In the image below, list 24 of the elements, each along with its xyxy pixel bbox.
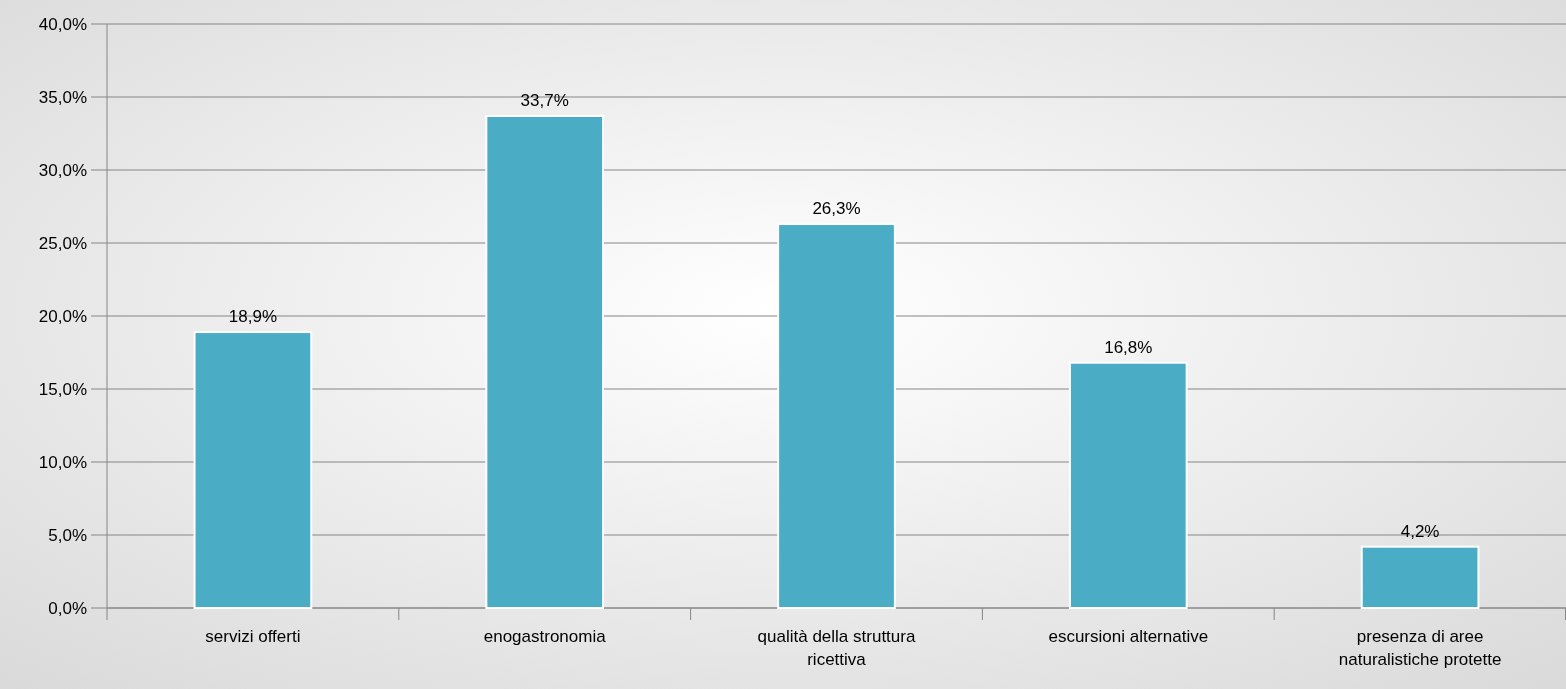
y-tick-label: 25,0% (38, 233, 87, 253)
y-tick-label: 0,0% (48, 598, 87, 618)
bar (777, 223, 896, 609)
bar (1360, 545, 1480, 609)
x-tick-label: servizi offerti (205, 627, 301, 646)
data-label: 16,8% (1104, 337, 1153, 357)
x-tick-label: enogastronomia (483, 627, 607, 646)
y-tick-label: 15,0% (38, 379, 87, 399)
y-tick-label: 30,0% (38, 160, 87, 180)
bar (193, 331, 313, 609)
x-tick-label: presenza di aree naturalistiche protette (1338, 627, 1502, 669)
data-label: 4,2% (1400, 521, 1440, 541)
bar (485, 114, 605, 609)
y-tick-label: 10,0% (38, 452, 87, 472)
bar (1068, 361, 1188, 609)
data-label: 26,3% (812, 199, 861, 219)
x-tick-label: escursioni alternative (1048, 627, 1209, 646)
data-label: 18,9% (228, 307, 277, 327)
y-tick-label: 20,0% (38, 306, 87, 326)
y-tick-label: 5,0% (48, 525, 87, 545)
y-tick-label: 35,0% (38, 87, 87, 107)
y-tick-label: 40,0% (38, 14, 87, 34)
x-tick-label: qualità della struttura ricettiva (757, 627, 916, 669)
data-label: 33,7% (520, 90, 569, 110)
